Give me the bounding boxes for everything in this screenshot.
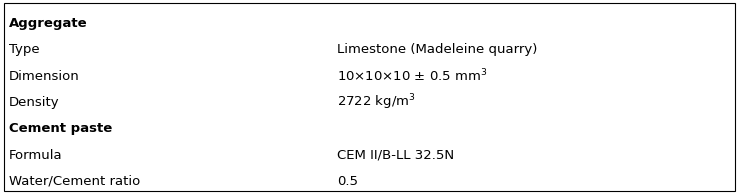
Text: 2722 kg/m$^3$: 2722 kg/m$^3$ <box>337 93 415 112</box>
Text: Water/Cement ratio: Water/Cement ratio <box>9 175 140 188</box>
Text: Density: Density <box>9 96 59 109</box>
Text: Dimension: Dimension <box>9 70 80 82</box>
Text: 0.5: 0.5 <box>337 175 357 188</box>
Text: CEM II/B-LL 32.5N: CEM II/B-LL 32.5N <box>337 149 454 161</box>
Text: Limestone (Madeleine quarry): Limestone (Madeleine quarry) <box>337 43 537 56</box>
Text: 10×10×10 ± 0.5 mm$^3$: 10×10×10 ± 0.5 mm$^3$ <box>337 68 488 84</box>
Text: Aggregate: Aggregate <box>9 17 87 30</box>
Text: Cement paste: Cement paste <box>9 122 112 135</box>
Text: Type: Type <box>9 43 39 56</box>
Text: Formula: Formula <box>9 149 62 161</box>
